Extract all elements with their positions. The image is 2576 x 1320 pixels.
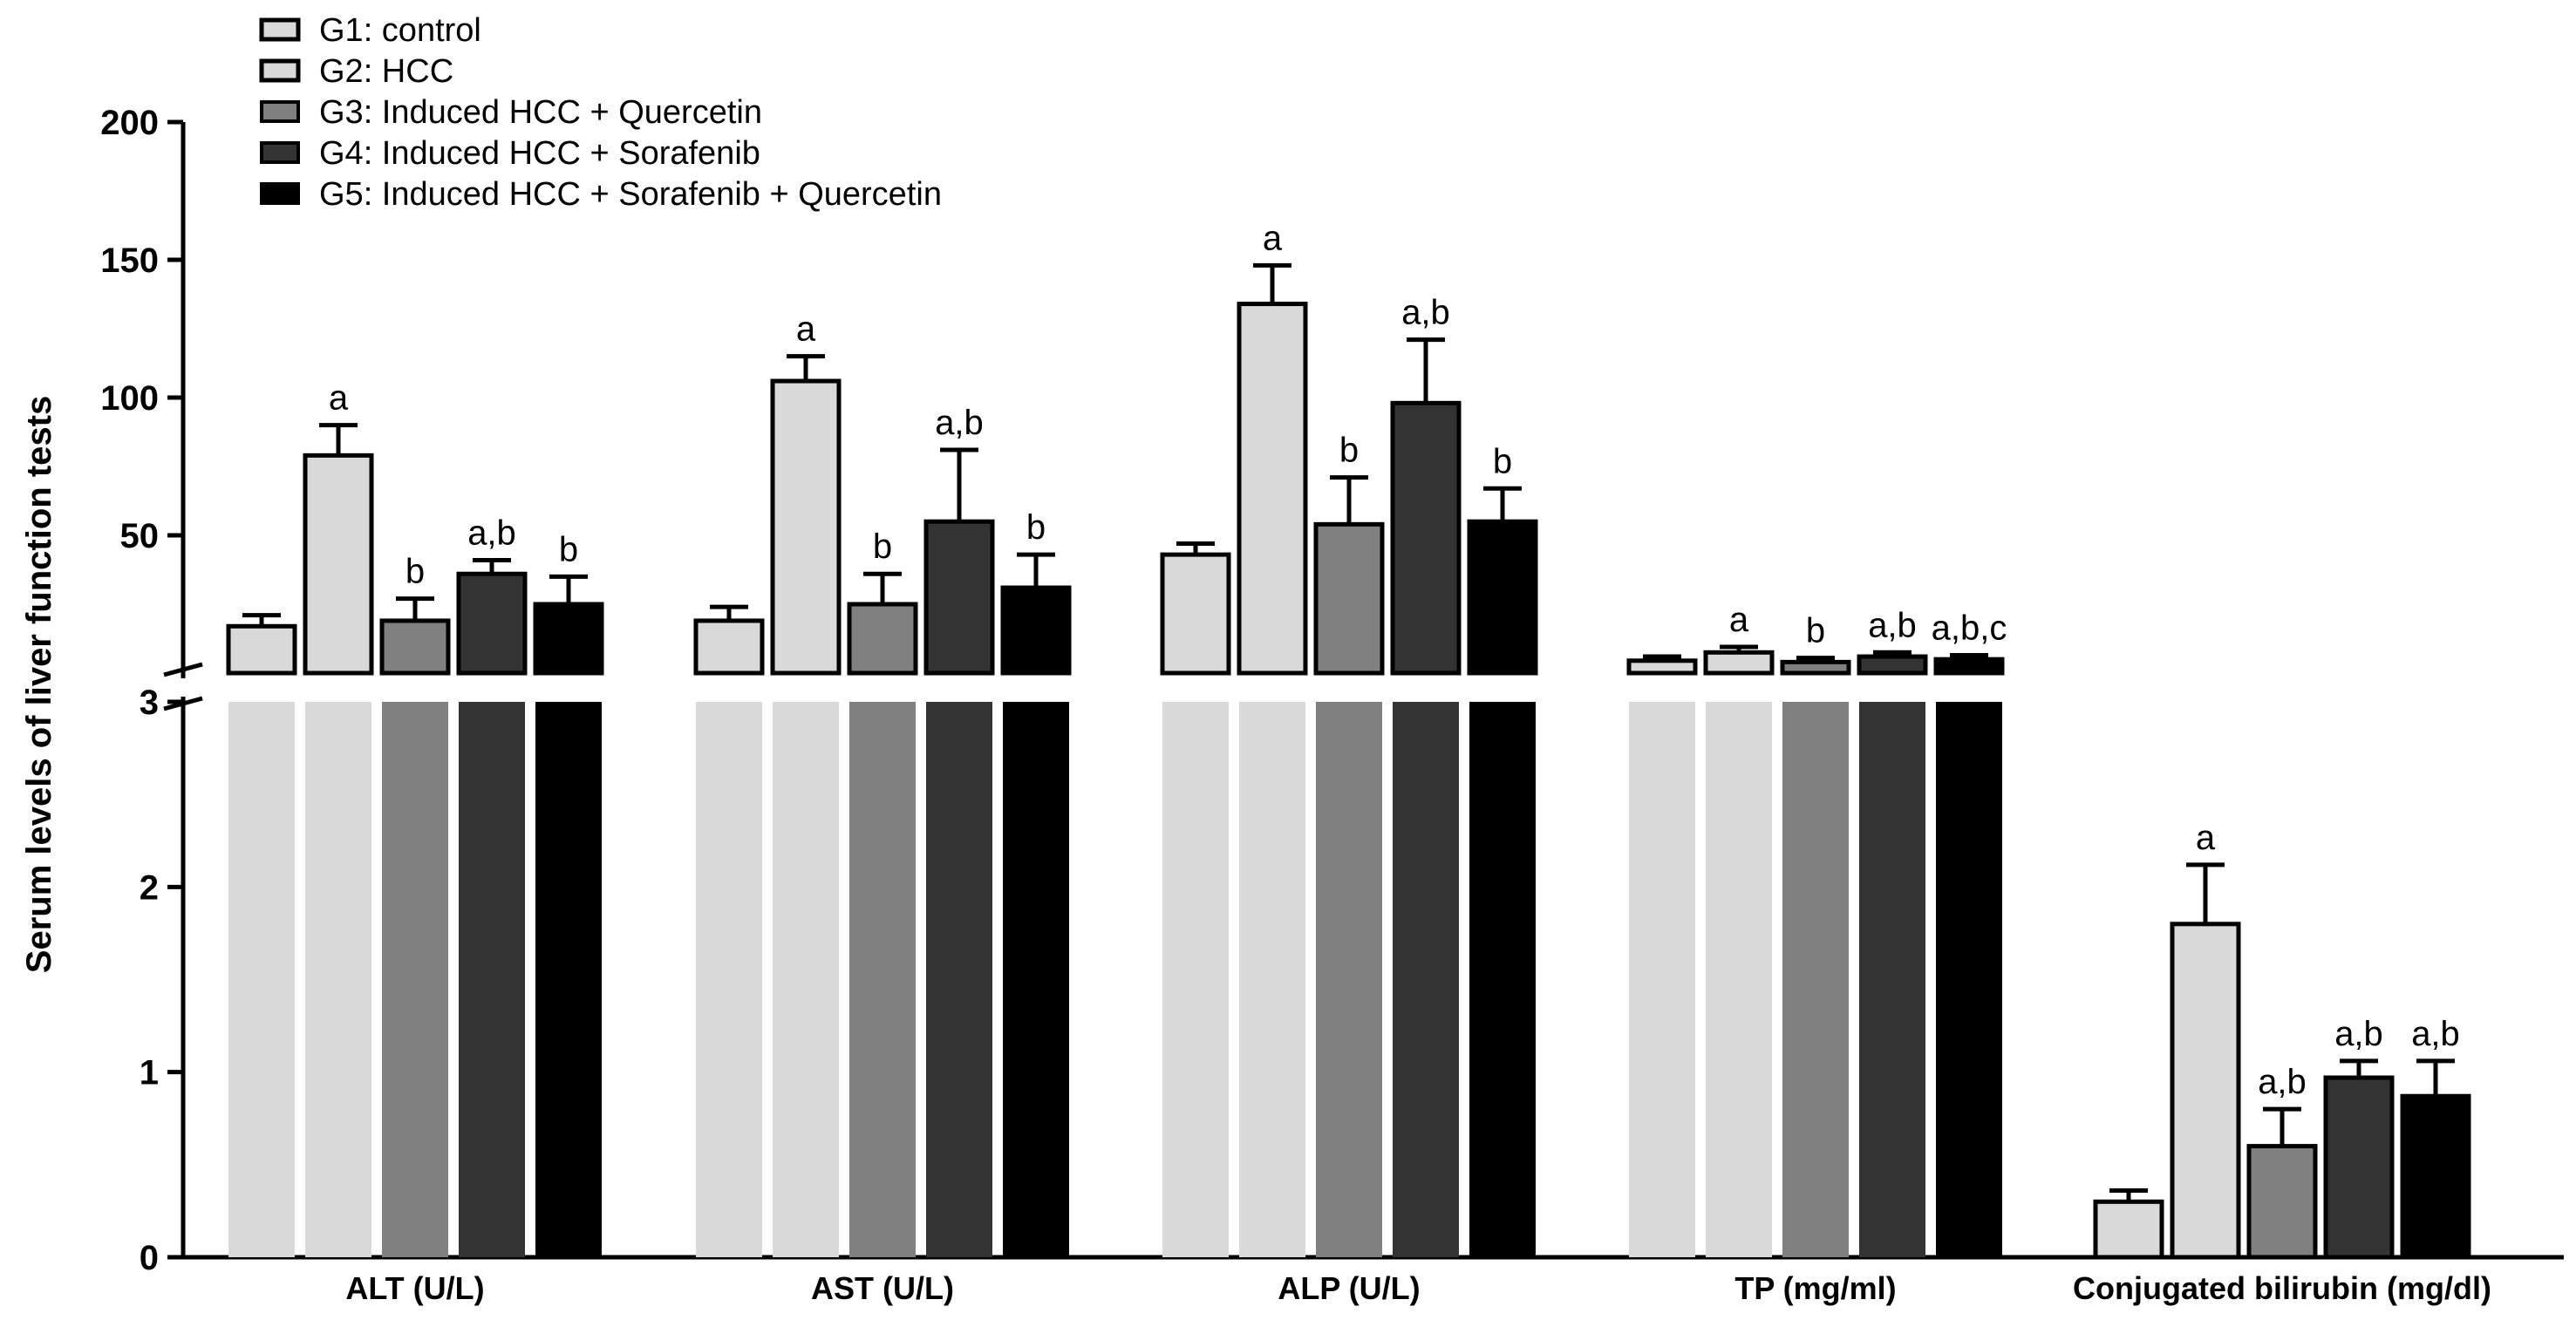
bar <box>1467 519 1538 676</box>
bar <box>1933 657 2005 676</box>
y-tick-label: 200 <box>100 104 159 142</box>
bar <box>1936 702 2002 1257</box>
bar <box>1393 702 1459 1257</box>
significance-label: a <box>1263 219 1283 257</box>
bar <box>773 702 839 1257</box>
significance-label: a,b <box>2334 1015 2383 1053</box>
y-tick-label: 2 <box>140 868 159 907</box>
bar <box>459 702 525 1257</box>
x-category-label: ALT (U/L) <box>345 1270 484 1306</box>
bar <box>379 618 451 676</box>
significance-label: a,b <box>1401 294 1450 332</box>
legend-label: G3: Induced HCC + Quercetin <box>319 94 762 131</box>
y-tick-label: 150 <box>100 242 159 280</box>
y-tick-label: 1 <box>140 1054 159 1092</box>
bar <box>1162 702 1229 1257</box>
x-category-label: AST (U/L) <box>811 1270 954 1306</box>
bar <box>2323 1075 2395 1260</box>
bar <box>2093 1199 2164 1260</box>
bar <box>228 702 295 1257</box>
bar <box>1003 702 1069 1257</box>
bar <box>1629 702 1695 1257</box>
significance-label: b <box>1026 508 1046 547</box>
bar <box>456 571 528 676</box>
bar <box>1160 552 1231 676</box>
bar <box>303 452 374 676</box>
x-category-label: ALP (U/L) <box>1278 1270 1420 1306</box>
legend-swatch <box>260 100 300 123</box>
bar <box>1706 702 1772 1257</box>
bar <box>1316 702 1382 1257</box>
significance-label: a <box>329 379 349 418</box>
significance-label: a,b <box>935 404 984 442</box>
bar <box>382 702 448 1257</box>
bar <box>849 702 916 1257</box>
significance-label: b <box>1339 432 1359 470</box>
bar <box>2170 922 2241 1260</box>
bar <box>1390 400 1462 676</box>
legend-label: G4: Induced HCC + Sorafenib <box>319 135 760 172</box>
significance-label: b <box>873 527 892 566</box>
bar <box>535 702 602 1257</box>
significance-label: b <box>405 553 425 591</box>
significance-label: b <box>1493 442 1512 480</box>
legend-swatch <box>259 17 301 42</box>
bar <box>923 519 995 676</box>
bar <box>847 602 918 676</box>
significance-label: b <box>559 530 578 568</box>
significance-label: a <box>2196 819 2216 857</box>
bar <box>1239 702 1305 1257</box>
y-tick-label: 100 <box>100 379 159 418</box>
bar <box>1782 702 1849 1257</box>
bar <box>226 623 297 676</box>
bar <box>2246 1144 2318 1260</box>
x-category-label: TP (mg/ml) <box>1734 1270 1896 1306</box>
y-axis-label: Serum levels of liver function tests <box>20 396 58 973</box>
legend-label: G2: HCC <box>319 53 453 90</box>
bar <box>1626 658 1698 676</box>
bar <box>770 378 842 676</box>
bar <box>533 602 604 676</box>
bar <box>1469 702 1536 1257</box>
legend-swatch <box>260 182 300 205</box>
bar <box>693 618 765 676</box>
bar <box>1313 521 1385 676</box>
significance-label: a <box>796 310 816 349</box>
bars: a b a,b b a b a,b b a b a,b b a b a,b a,b,c a a,b a,b a,b <box>226 219 2471 1260</box>
significance-label: a,b <box>467 514 516 552</box>
bar <box>1857 654 1928 676</box>
y-tick-label: 0 <box>140 1239 159 1277</box>
bar <box>1859 702 1925 1257</box>
x-category-label: Conjugated bilirubin (mg/dl) <box>2073 1270 2491 1306</box>
legend-swatch <box>260 141 300 164</box>
category-labels: ALT (U/L) AST (U/L) ALP (U/L) TP (mg/ml) Con… <box>345 1270 2491 1306</box>
legend-label: G1: control <box>319 12 481 49</box>
bar <box>1780 659 1851 676</box>
y-tick-label: 3 <box>140 684 159 722</box>
bar <box>1000 585 1072 676</box>
bar <box>696 702 762 1257</box>
bar <box>2400 1093 2471 1260</box>
legend-swatch <box>259 58 301 83</box>
axis-break-mark <box>163 662 203 677</box>
legend: G1: control G2: HCC G3: Induced HCC + Quer… <box>259 12 942 213</box>
legend-label: G5: Induced HCC + Sorafenib + Quercetin <box>319 176 942 213</box>
significance-label: a,b <box>2258 1063 2307 1101</box>
significance-label: a,b <box>2411 1015 2460 1053</box>
significance-label: a,b <box>1868 606 1917 644</box>
significance-label: a,b,c <box>1932 609 2007 647</box>
bar <box>1237 302 1308 676</box>
bar <box>305 702 371 1257</box>
bar <box>926 702 992 1257</box>
significance-label: a <box>1729 601 1749 639</box>
bar <box>1703 650 1775 676</box>
significance-label: b <box>1806 612 1825 650</box>
y-tick-label: 50 <box>120 517 160 555</box>
